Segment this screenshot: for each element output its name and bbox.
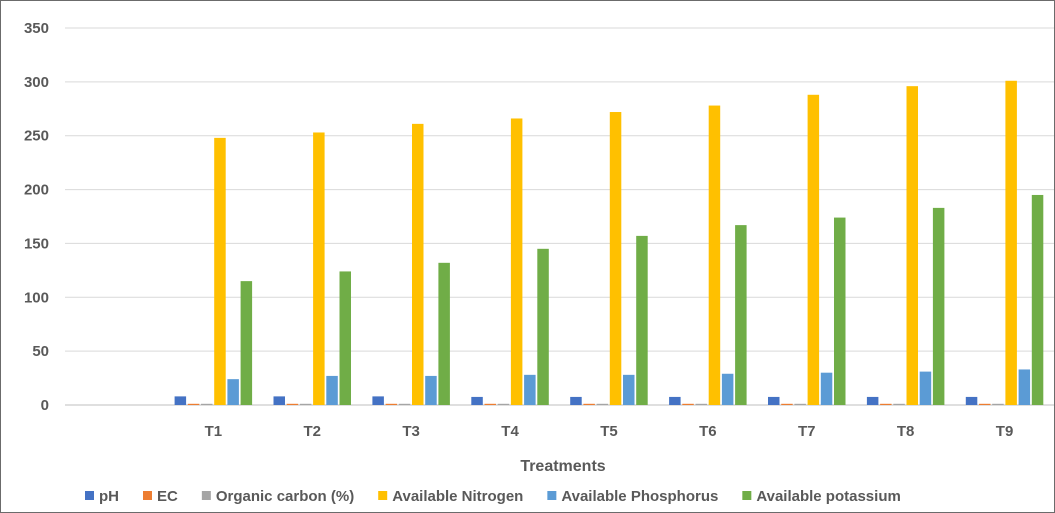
legend-label-organic-carbon: Organic carbon (%) — [216, 488, 354, 505]
legend-swatch-available-potassium — [742, 491, 752, 500]
x-tick-label-t7: T7 — [798, 423, 816, 440]
legend-label-available-nitrogen: Available Nitrogen — [392, 488, 523, 505]
bar-available-potassium-t7 — [834, 217, 846, 405]
bar-available-phosphorus-t6 — [721, 373, 734, 405]
bar-organic-carbon-t5 — [596, 403, 609, 405]
bar-organic-carbon-t7 — [794, 403, 806, 405]
bar-available-nitrogen-t9 — [1005, 80, 1017, 405]
bar-available-phosphorus-t3 — [425, 375, 437, 405]
bar-available-potassium-t1 — [240, 281, 253, 405]
bar-ph-t7 — [768, 396, 780, 405]
x-tick-label-t4: T4 — [501, 423, 519, 440]
bars — [174, 80, 1044, 406]
bar-organic-carbon-t8 — [893, 403, 905, 405]
y-tick-label: 250 — [24, 128, 49, 145]
bar-ec-t8 — [880, 403, 892, 405]
bar-available-nitrogen-t8 — [906, 86, 918, 405]
bar-ec-t1 — [187, 403, 200, 405]
bar-available-phosphorus-t9 — [1018, 369, 1031, 405]
x-tick-label-t9: T9 — [996, 423, 1014, 440]
bar-ec-t4 — [484, 403, 496, 405]
bar-organic-carbon-t9 — [992, 403, 1004, 405]
bar-ec-t7 — [781, 403, 793, 405]
bar-ph-t9 — [965, 396, 978, 405]
x-axis-tick-labels: T1 T2 T3 T4 T5 T6 T7 T8 T9 — [205, 423, 1014, 440]
x-tick-label-t6: T6 — [699, 423, 717, 440]
legend-swatch-available-phosphorus — [547, 491, 557, 500]
bar-ec-t2 — [286, 403, 299, 405]
bar-organic-carbon-t6 — [695, 403, 707, 405]
bar-available-potassium-t2 — [339, 271, 351, 405]
bar-ec-t6 — [682, 403, 694, 405]
legend-label-available-potassium: Available potassium — [756, 488, 901, 505]
y-axis-tick-labels: 0 50 100 150 200 250 300 350 — [24, 20, 49, 414]
bar-available-potassium-t3 — [438, 262, 450, 405]
bar-available-nitrogen-t1 — [214, 137, 226, 405]
bar-ph-t6 — [669, 396, 681, 405]
x-tick-label-t3: T3 — [402, 423, 420, 440]
y-tick-label: 50 — [32, 343, 49, 360]
bar-available-nitrogen-t5 — [609, 112, 622, 405]
bar-available-potassium-t9 — [1031, 194, 1044, 405]
y-tick-label: 100 — [24, 289, 49, 306]
y-tick-label: 300 — [24, 74, 49, 91]
bar-available-nitrogen-t2 — [313, 132, 325, 406]
gridlines — [65, 27, 1054, 406]
legend-label-ec: EC — [157, 488, 178, 505]
bar-available-potassium-t5 — [636, 235, 648, 405]
bar-available-potassium-t8 — [932, 207, 945, 405]
legend-swatch-ph — [85, 491, 94, 500]
x-tick-label-t1: T1 — [205, 423, 223, 440]
bar-ph-t8 — [866, 396, 879, 405]
legend-swatch-available-nitrogen — [378, 491, 388, 500]
bar-ec-t5 — [583, 403, 595, 405]
bar-ec-t3 — [385, 403, 398, 405]
bar-ec-t9 — [979, 403, 991, 405]
legend-swatch-ec — [143, 491, 152, 500]
bar-available-nitrogen-t3 — [412, 123, 424, 405]
bar-available-phosphorus-t8 — [919, 371, 932, 405]
bar-organic-carbon-t4 — [497, 403, 510, 405]
bar-available-phosphorus-t1 — [227, 379, 239, 405]
bar-ph-t3 — [372, 396, 384, 405]
bar-ph-t2 — [273, 396, 285, 405]
bar-ph-t5 — [570, 396, 582, 405]
bar-available-phosphorus-t5 — [623, 374, 635, 405]
bar-organic-carbon-t3 — [398, 403, 411, 405]
x-tick-label-t2: T2 — [303, 423, 321, 440]
x-tick-label-t5: T5 — [600, 423, 618, 440]
bar-available-phosphorus-t7 — [820, 372, 833, 405]
y-tick-label: 200 — [24, 182, 49, 199]
bar-available-nitrogen-t4 — [510, 118, 523, 405]
bar-available-phosphorus-t4 — [524, 374, 536, 405]
bar-ph-t4 — [471, 396, 483, 405]
bar-ph-t1 — [174, 396, 187, 405]
y-tick-label: 350 — [24, 20, 49, 37]
legend-label-available-phosphorus: Available Phosphorus — [561, 488, 718, 505]
y-tick-label: 0 — [41, 397, 49, 414]
bar-organic-carbon-t1 — [201, 403, 213, 405]
bar-organic-carbon-t2 — [299, 403, 312, 405]
bar-available-nitrogen-t6 — [708, 105, 721, 405]
bar-available-nitrogen-t7 — [807, 94, 820, 405]
x-axis-title: Treatments — [520, 458, 605, 475]
x-tick-label-t8: T8 — [897, 423, 915, 440]
bar-available-potassium-t6 — [735, 225, 747, 405]
legend: pH EC Organic carbon (%) Available Nitrogen… — [85, 488, 901, 505]
y-tick-label: 150 — [24, 235, 49, 252]
bar-available-potassium-t4 — [537, 248, 549, 405]
legend-swatch-organic-carbon — [201, 491, 211, 500]
bar-available-phosphorus-t2 — [326, 375, 338, 405]
legend-label-ph: pH — [99, 488, 119, 505]
